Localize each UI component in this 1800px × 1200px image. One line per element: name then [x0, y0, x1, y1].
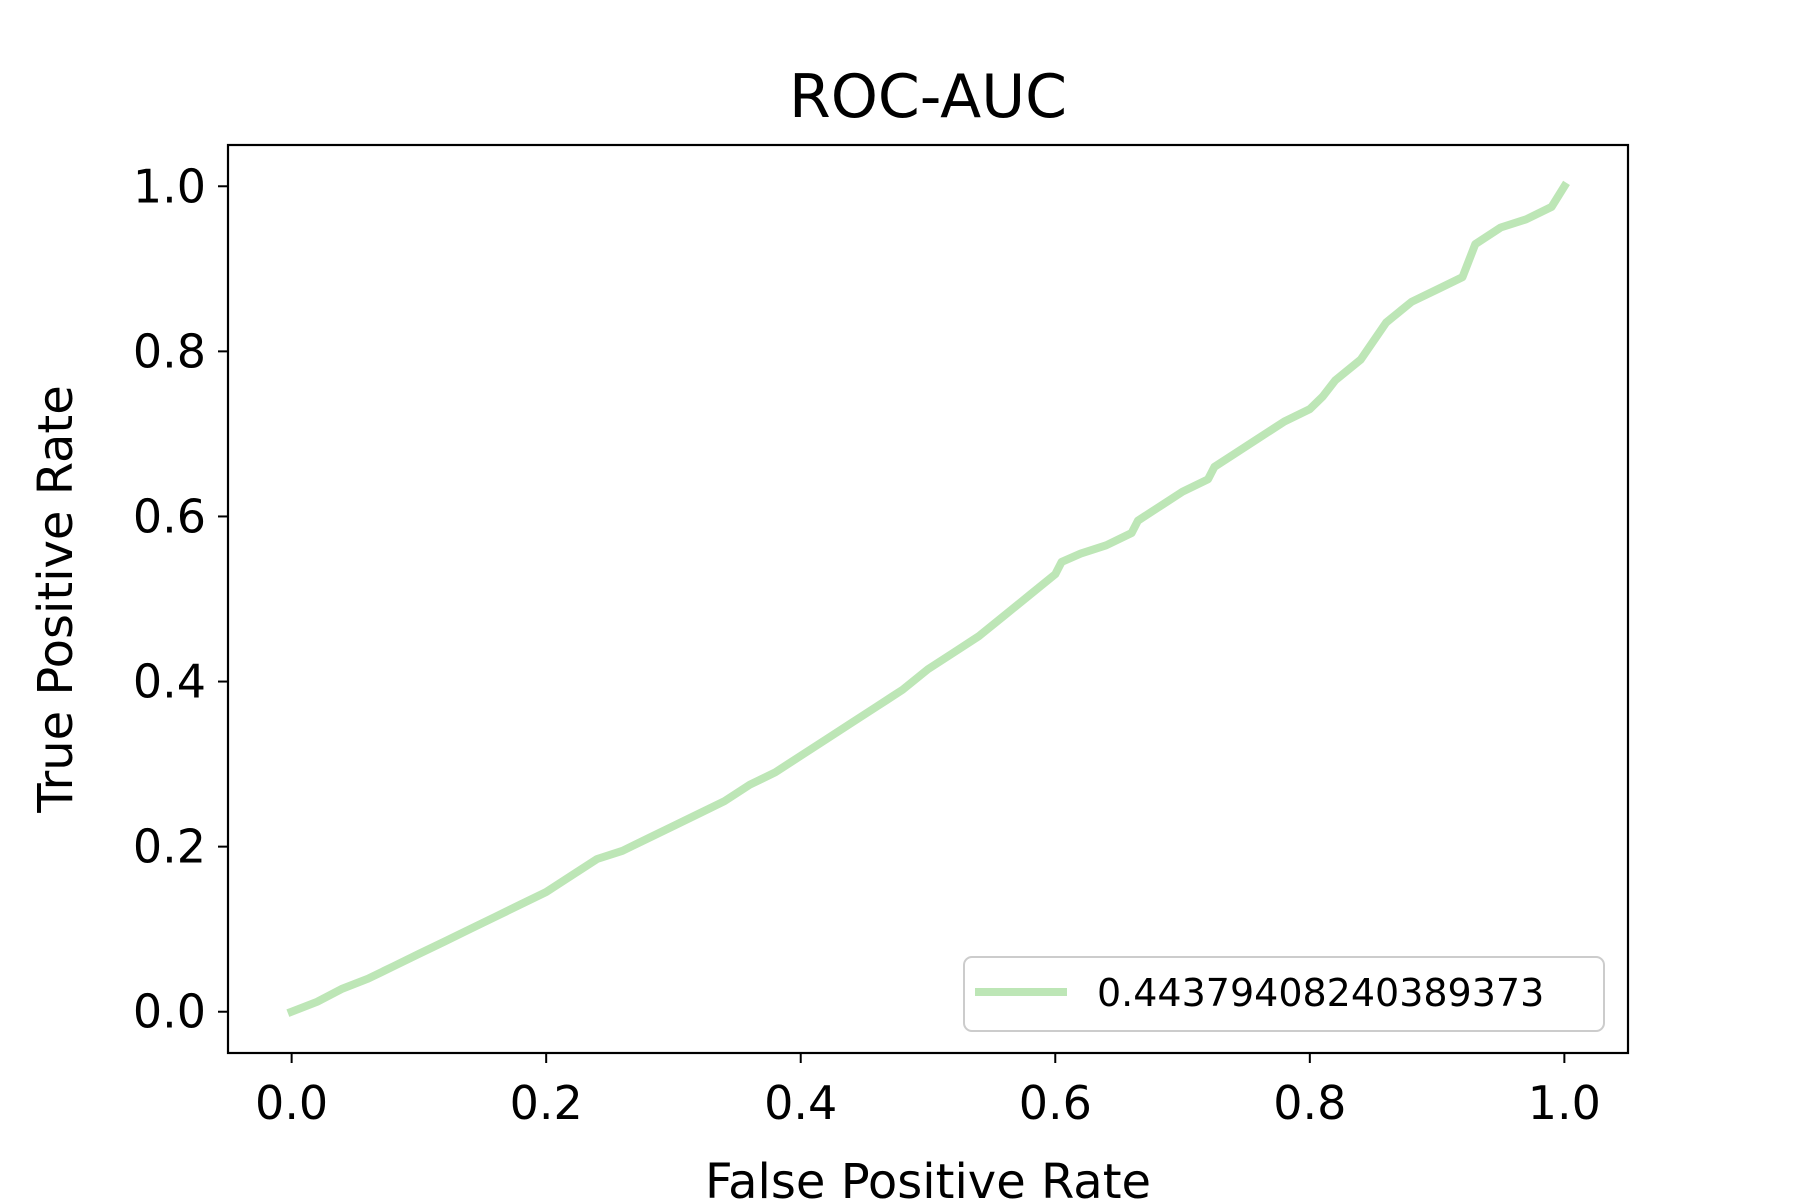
y-axis-label: True Positive Rate	[28, 385, 84, 814]
x-axis-ticks: 0.0 0.2 0.4 0.6 0.8 1.0	[255, 1053, 1601, 1130]
x-tick-label: 0.0	[255, 1076, 328, 1130]
plot-frame	[226, 143, 1630, 1055]
chart-title: ROC-AUC	[789, 62, 1067, 132]
y-axis-ticks: 0.0 0.2 0.4 0.6 0.8 1.0	[133, 159, 228, 1039]
x-tick-label: 0.8	[1273, 1076, 1346, 1130]
x-axis-label: False Positive Rate	[705, 1154, 1151, 1200]
y-tick-label: 0.2	[133, 820, 206, 874]
x-tick-label: 0.2	[510, 1076, 583, 1130]
legend: 0.44379408240389373	[963, 956, 1605, 1032]
y-tick-label: 0.4	[133, 655, 206, 709]
x-tick-label: 0.6	[1019, 1076, 1092, 1130]
roc-curve-line	[286, 180, 1570, 1017]
y-tick-label: 0.6	[133, 489, 206, 543]
legend-box	[963, 956, 1605, 1032]
y-tick-label: 1.0	[133, 159, 206, 213]
y-tick-label: 0.0	[133, 985, 206, 1039]
legend-entry-label: 0.44379408240389373	[1097, 971, 1544, 1015]
y-tick-label: 0.8	[133, 324, 206, 378]
x-tick-label: 0.4	[764, 1076, 837, 1130]
x-tick-label: 1.0	[1528, 1076, 1601, 1130]
